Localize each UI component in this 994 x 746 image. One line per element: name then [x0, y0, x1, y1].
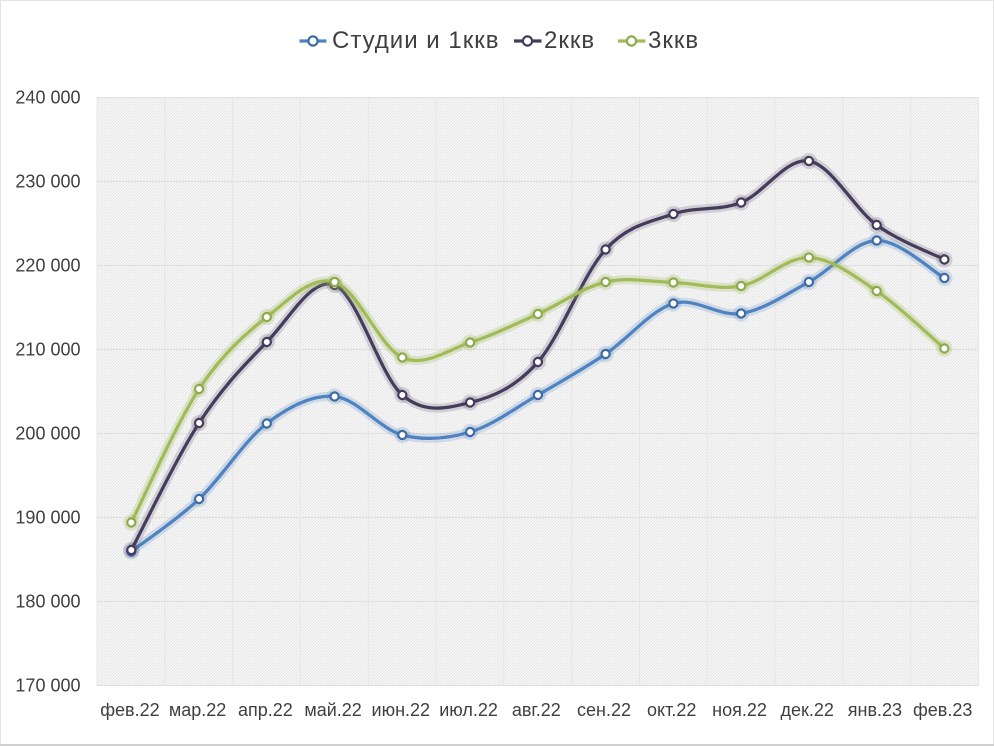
svg-text:июл.22: июл.22 — [439, 700, 498, 720]
svg-text:2ккв: 2ккв — [544, 27, 595, 54]
svg-text:210 000: 210 000 — [15, 340, 80, 360]
svg-text:сен.22: сен.22 — [577, 700, 631, 720]
svg-text:190 000: 190 000 — [15, 508, 80, 528]
svg-text:180 000: 180 000 — [15, 592, 80, 612]
svg-text:окт.22: окт.22 — [647, 700, 696, 720]
svg-text:Студии и 1ккв: Студии и 1ккв — [332, 27, 499, 54]
svg-text:240 000: 240 000 — [15, 88, 80, 108]
svg-text:фев.22: фев.22 — [100, 700, 159, 720]
svg-text:170 000: 170 000 — [15, 676, 80, 696]
svg-text:янв.23: янв.23 — [848, 700, 902, 720]
svg-text:май.22: май.22 — [304, 700, 361, 720]
svg-text:апр.22: апр.22 — [238, 700, 293, 720]
svg-text:авг.22: авг.22 — [512, 700, 561, 720]
svg-text:мар.22: мар.22 — [169, 700, 226, 720]
svg-text:июн.22: июн.22 — [372, 700, 431, 720]
svg-text:дек.22: дек.22 — [780, 700, 833, 720]
svg-text:3ккв: 3ккв — [648, 27, 699, 54]
svg-text:220 000: 220 000 — [15, 256, 80, 276]
svg-text:ноя.22: ноя.22 — [712, 700, 767, 720]
svg-text:200 000: 200 000 — [15, 424, 80, 444]
svg-text:фев.23: фев.23 — [913, 700, 972, 720]
svg-text:230 000: 230 000 — [15, 172, 80, 192]
